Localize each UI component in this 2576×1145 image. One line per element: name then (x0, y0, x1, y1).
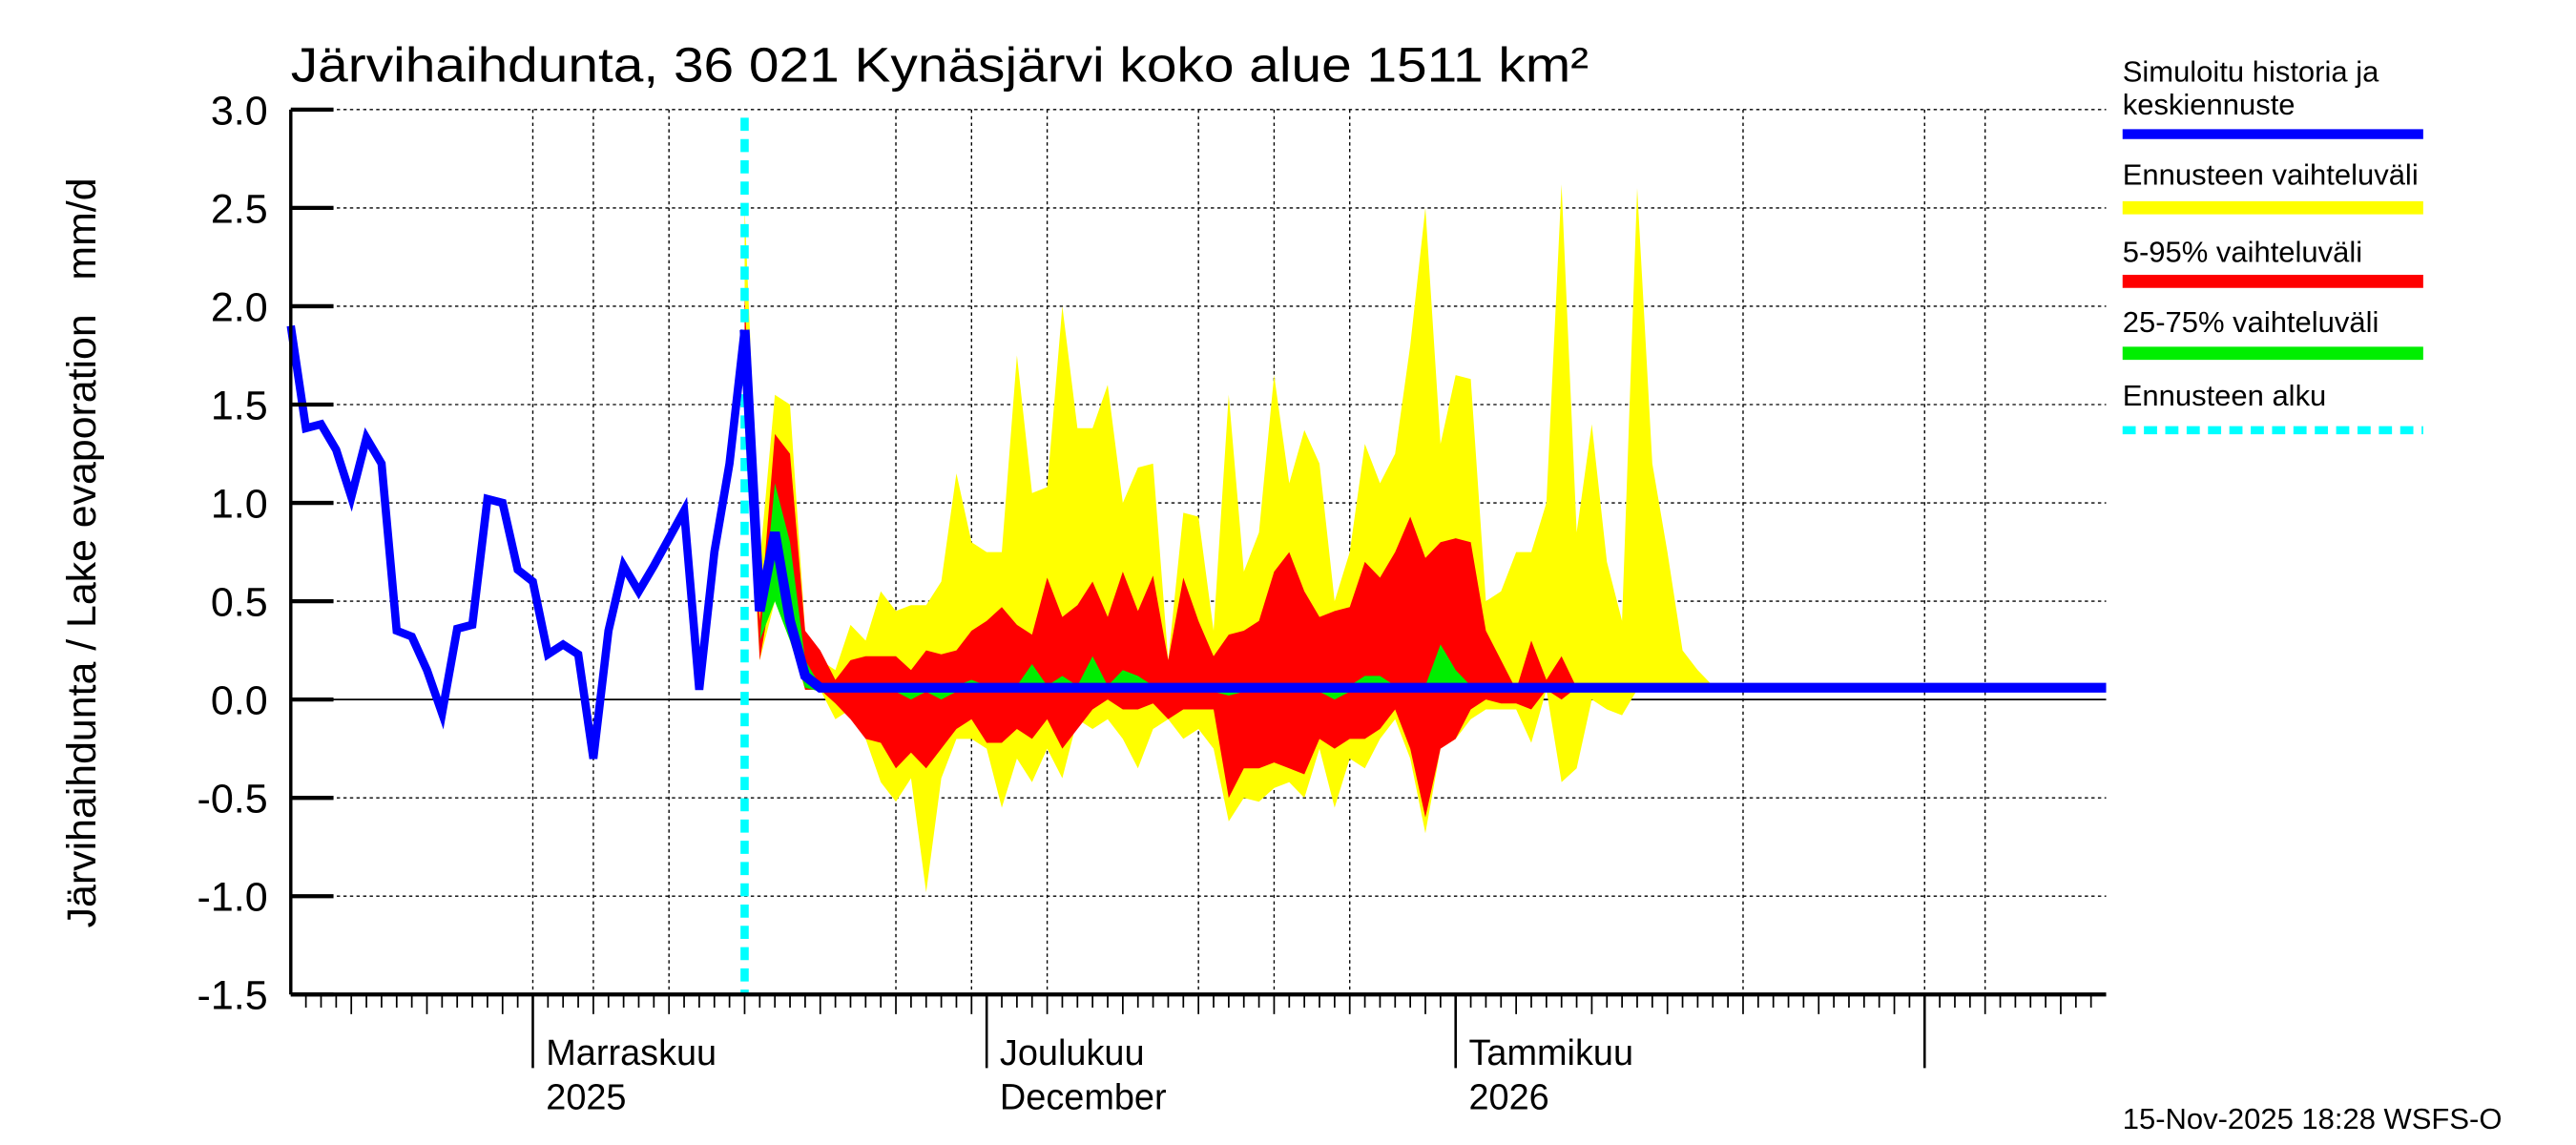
y-tick-label: -1.0 (197, 875, 268, 921)
timestamp-footer: 15-Nov-2025 18:28 WSFS-O (2123, 1102, 2503, 1135)
y-tick-label: -1.5 (197, 973, 268, 1019)
x-month-sublabel: 2026 (1468, 1077, 1548, 1117)
legend-history-label-2: keskiennuste (2123, 88, 2296, 121)
x-month-sublabel: 2025 (546, 1077, 626, 1117)
legend-p5-95-label: 5-95% vaihteluväli (2123, 235, 2362, 268)
chart-title: Järvihaihdunta, 36 021 Kynäsjärvi koko a… (291, 37, 1589, 93)
y-tick-label: 2.0 (211, 284, 268, 330)
y-axis-label: Järvihaihdunta / Lake evaporation mm/d (59, 177, 105, 927)
lines (286, 117, 2107, 995)
y-tick-label: 3.0 (211, 88, 268, 134)
y-tick-label: -0.5 (197, 777, 268, 822)
x-month-label: Tammikuu (1468, 1033, 1633, 1073)
legend-forecast-start-label: Ennusteen alku (2123, 379, 2327, 412)
legend-p25-75-label: 25-75% vaihteluväli (2123, 305, 2379, 339)
x-month-label: Joulukuu (1000, 1033, 1145, 1073)
y-tick-label: 1.5 (211, 384, 268, 429)
legend-range-label: Ennusteen vaihteluväli (2123, 158, 2419, 192)
legend: Simuloitu historia ja keskiennuste Ennus… (2123, 55, 2423, 435)
median-forecast-line (739, 329, 2107, 693)
bands (744, 184, 1714, 893)
history-line (286, 324, 749, 760)
axes (289, 107, 2107, 1069)
x-month-sublabel: December (1000, 1077, 1167, 1117)
y-tick-label: 2.5 (211, 186, 268, 232)
y-tick-labels: 3.0 2.5 2.0 1.5 1.0 0.5 0.0 -0.5 -1.0 -1.5 (197, 88, 268, 1018)
legend-history-label: Simuloitu historia ja (2123, 55, 2379, 89)
y-tick-label: 0.5 (211, 580, 268, 626)
x-month-label: Marraskuu (546, 1033, 717, 1073)
y-tick-label: 1.0 (211, 482, 268, 528)
y-tick-label: 0.0 (211, 678, 268, 724)
